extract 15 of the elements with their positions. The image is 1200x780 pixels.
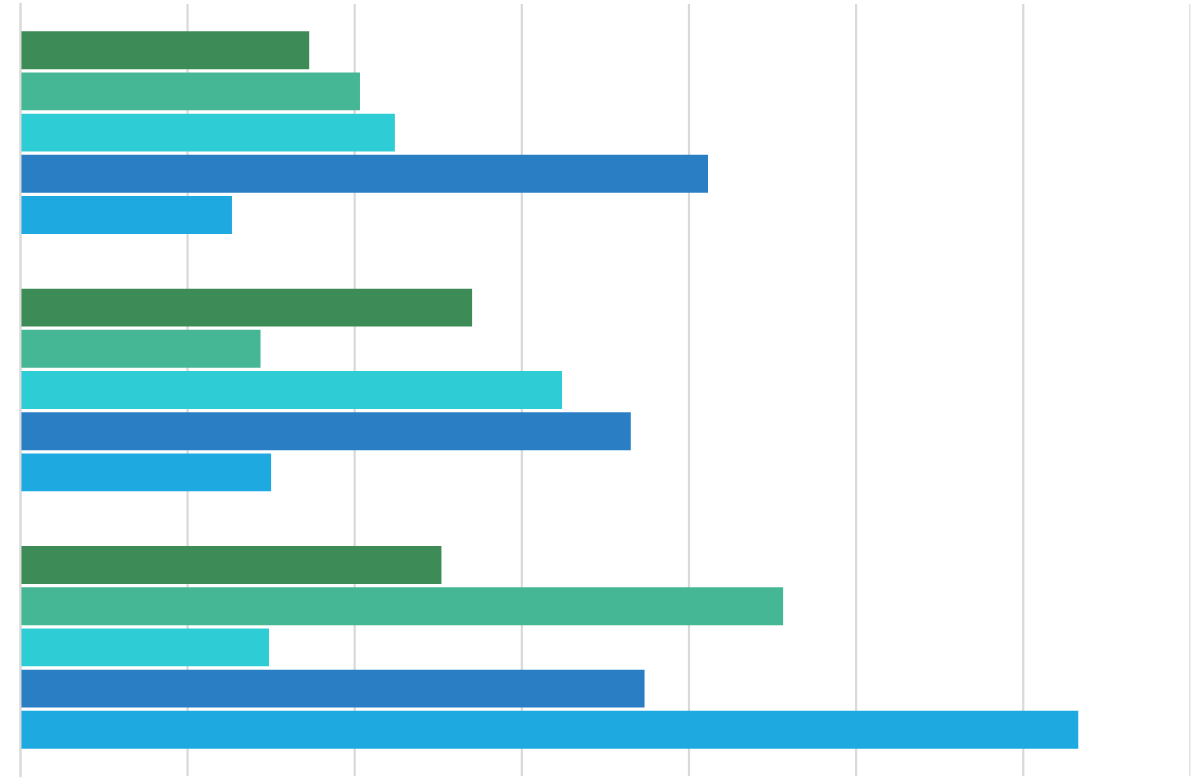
- bar: [20, 453, 272, 492]
- bar: [20, 710, 1079, 749]
- bar: [20, 288, 473, 327]
- bar: [20, 31, 310, 70]
- bar: [20, 371, 563, 409]
- bar: [20, 113, 395, 152]
- bar: [20, 154, 709, 193]
- bar: [20, 669, 645, 708]
- bar: [20, 628, 269, 667]
- bar: [20, 546, 442, 584]
- bar: [20, 196, 232, 234]
- bar: [20, 587, 784, 626]
- bar: [20, 72, 360, 111]
- bar: [20, 412, 631, 451]
- bar: [20, 329, 261, 368]
